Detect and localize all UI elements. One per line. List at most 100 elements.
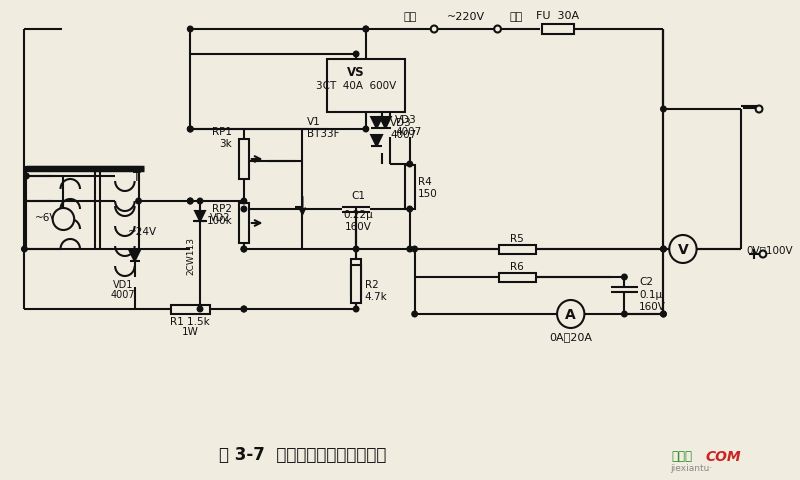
Text: ~6V: ~6V [34, 213, 57, 223]
Circle shape [241, 307, 246, 312]
Bar [26, 168, 138, 250]
Circle shape [187, 127, 193, 132]
Circle shape [53, 209, 74, 230]
Polygon shape [380, 118, 390, 129]
Text: VS: VS [347, 65, 365, 78]
Circle shape [187, 199, 193, 204]
Text: BT33F: BT33F [307, 129, 340, 139]
Circle shape [759, 251, 766, 258]
Text: VD3: VD3 [390, 118, 412, 128]
Text: C2: C2 [639, 276, 653, 287]
Text: ~220V: ~220V [446, 12, 485, 22]
Circle shape [622, 312, 627, 317]
Circle shape [622, 275, 627, 280]
Text: 100k: 100k [206, 216, 232, 226]
Circle shape [494, 26, 501, 34]
Circle shape [407, 207, 413, 212]
Text: C1: C1 [351, 191, 365, 201]
Text: R1 1.5k: R1 1.5k [170, 316, 210, 326]
Text: FU  30A: FU 30A [537, 11, 580, 21]
Text: 接线图: 接线图 [671, 450, 692, 463]
Circle shape [363, 27, 369, 33]
Circle shape [756, 106, 762, 113]
Circle shape [198, 307, 202, 312]
Circle shape [363, 127, 369, 132]
Text: 0.1μ: 0.1μ [639, 289, 662, 300]
Text: VD1: VD1 [113, 279, 133, 289]
Text: 2CW113: 2CW113 [186, 237, 196, 275]
Circle shape [407, 162, 413, 168]
Bar [239, 204, 249, 243]
Circle shape [187, 27, 193, 33]
Text: V1: V1 [307, 117, 321, 127]
Text: 相线: 相线 [403, 12, 417, 22]
Text: R5: R5 [510, 233, 524, 243]
Circle shape [354, 52, 359, 58]
Bar [170, 305, 210, 314]
Text: 3CT  40A  600V: 3CT 40A 600V [316, 81, 396, 91]
Bar [351, 265, 361, 303]
Text: COM: COM [706, 449, 741, 463]
Text: 4007: 4007 [390, 130, 417, 140]
Circle shape [661, 107, 666, 113]
Polygon shape [371, 118, 382, 129]
Circle shape [241, 247, 246, 252]
Circle shape [495, 27, 500, 33]
Bar [239, 140, 249, 180]
Circle shape [430, 26, 438, 34]
Text: RP1: RP1 [212, 127, 232, 137]
Bar [542, 25, 574, 35]
Text: 零线: 零线 [510, 12, 522, 22]
Text: 0A～20A: 0A～20A [550, 331, 592, 341]
Circle shape [354, 307, 359, 312]
Text: 150: 150 [418, 189, 438, 199]
Text: VD2: VD2 [210, 213, 230, 223]
Text: 0V～100V: 0V～100V [746, 244, 793, 254]
Bar [498, 245, 536, 254]
Circle shape [407, 247, 413, 252]
Circle shape [187, 127, 193, 132]
Text: 1W: 1W [182, 326, 198, 336]
Text: RP2: RP2 [212, 204, 232, 214]
Circle shape [661, 247, 666, 252]
Circle shape [136, 199, 142, 204]
Circle shape [198, 199, 202, 204]
Text: 4.7k: 4.7k [365, 291, 388, 301]
Text: 160V: 160V [345, 222, 371, 231]
Polygon shape [130, 252, 139, 262]
Circle shape [187, 199, 193, 204]
Circle shape [412, 312, 418, 317]
Text: A: A [566, 307, 576, 321]
Circle shape [363, 27, 369, 33]
Text: R4: R4 [418, 177, 431, 187]
Text: R6: R6 [510, 262, 524, 271]
Circle shape [557, 300, 584, 328]
Bar [327, 60, 405, 113]
Text: 4007: 4007 [395, 127, 422, 137]
Circle shape [661, 247, 666, 252]
Text: T: T [133, 171, 141, 184]
Text: VD3: VD3 [395, 115, 417, 125]
Circle shape [661, 312, 666, 317]
Circle shape [241, 247, 246, 252]
Circle shape [241, 199, 246, 204]
Polygon shape [195, 212, 205, 222]
Text: 160V: 160V [639, 301, 666, 312]
Bar [498, 273, 536, 282]
Circle shape [241, 307, 246, 312]
Text: 3k: 3k [219, 139, 232, 149]
Text: V: V [678, 242, 688, 256]
Circle shape [670, 236, 697, 264]
Text: 图 3-7  功率可调充电装置电路图: 图 3-7 功率可调充电装置电路图 [218, 445, 386, 463]
Text: 0.22μ: 0.22μ [343, 210, 373, 219]
Text: R2: R2 [365, 279, 378, 289]
Bar [351, 259, 361, 295]
Circle shape [241, 207, 246, 212]
Text: 4007: 4007 [110, 289, 135, 300]
Polygon shape [371, 136, 382, 147]
Circle shape [24, 174, 29, 180]
Circle shape [354, 247, 359, 252]
Circle shape [412, 247, 418, 252]
Bar [405, 165, 414, 209]
Text: jiexiantu·: jiexiantu· [670, 464, 713, 472]
